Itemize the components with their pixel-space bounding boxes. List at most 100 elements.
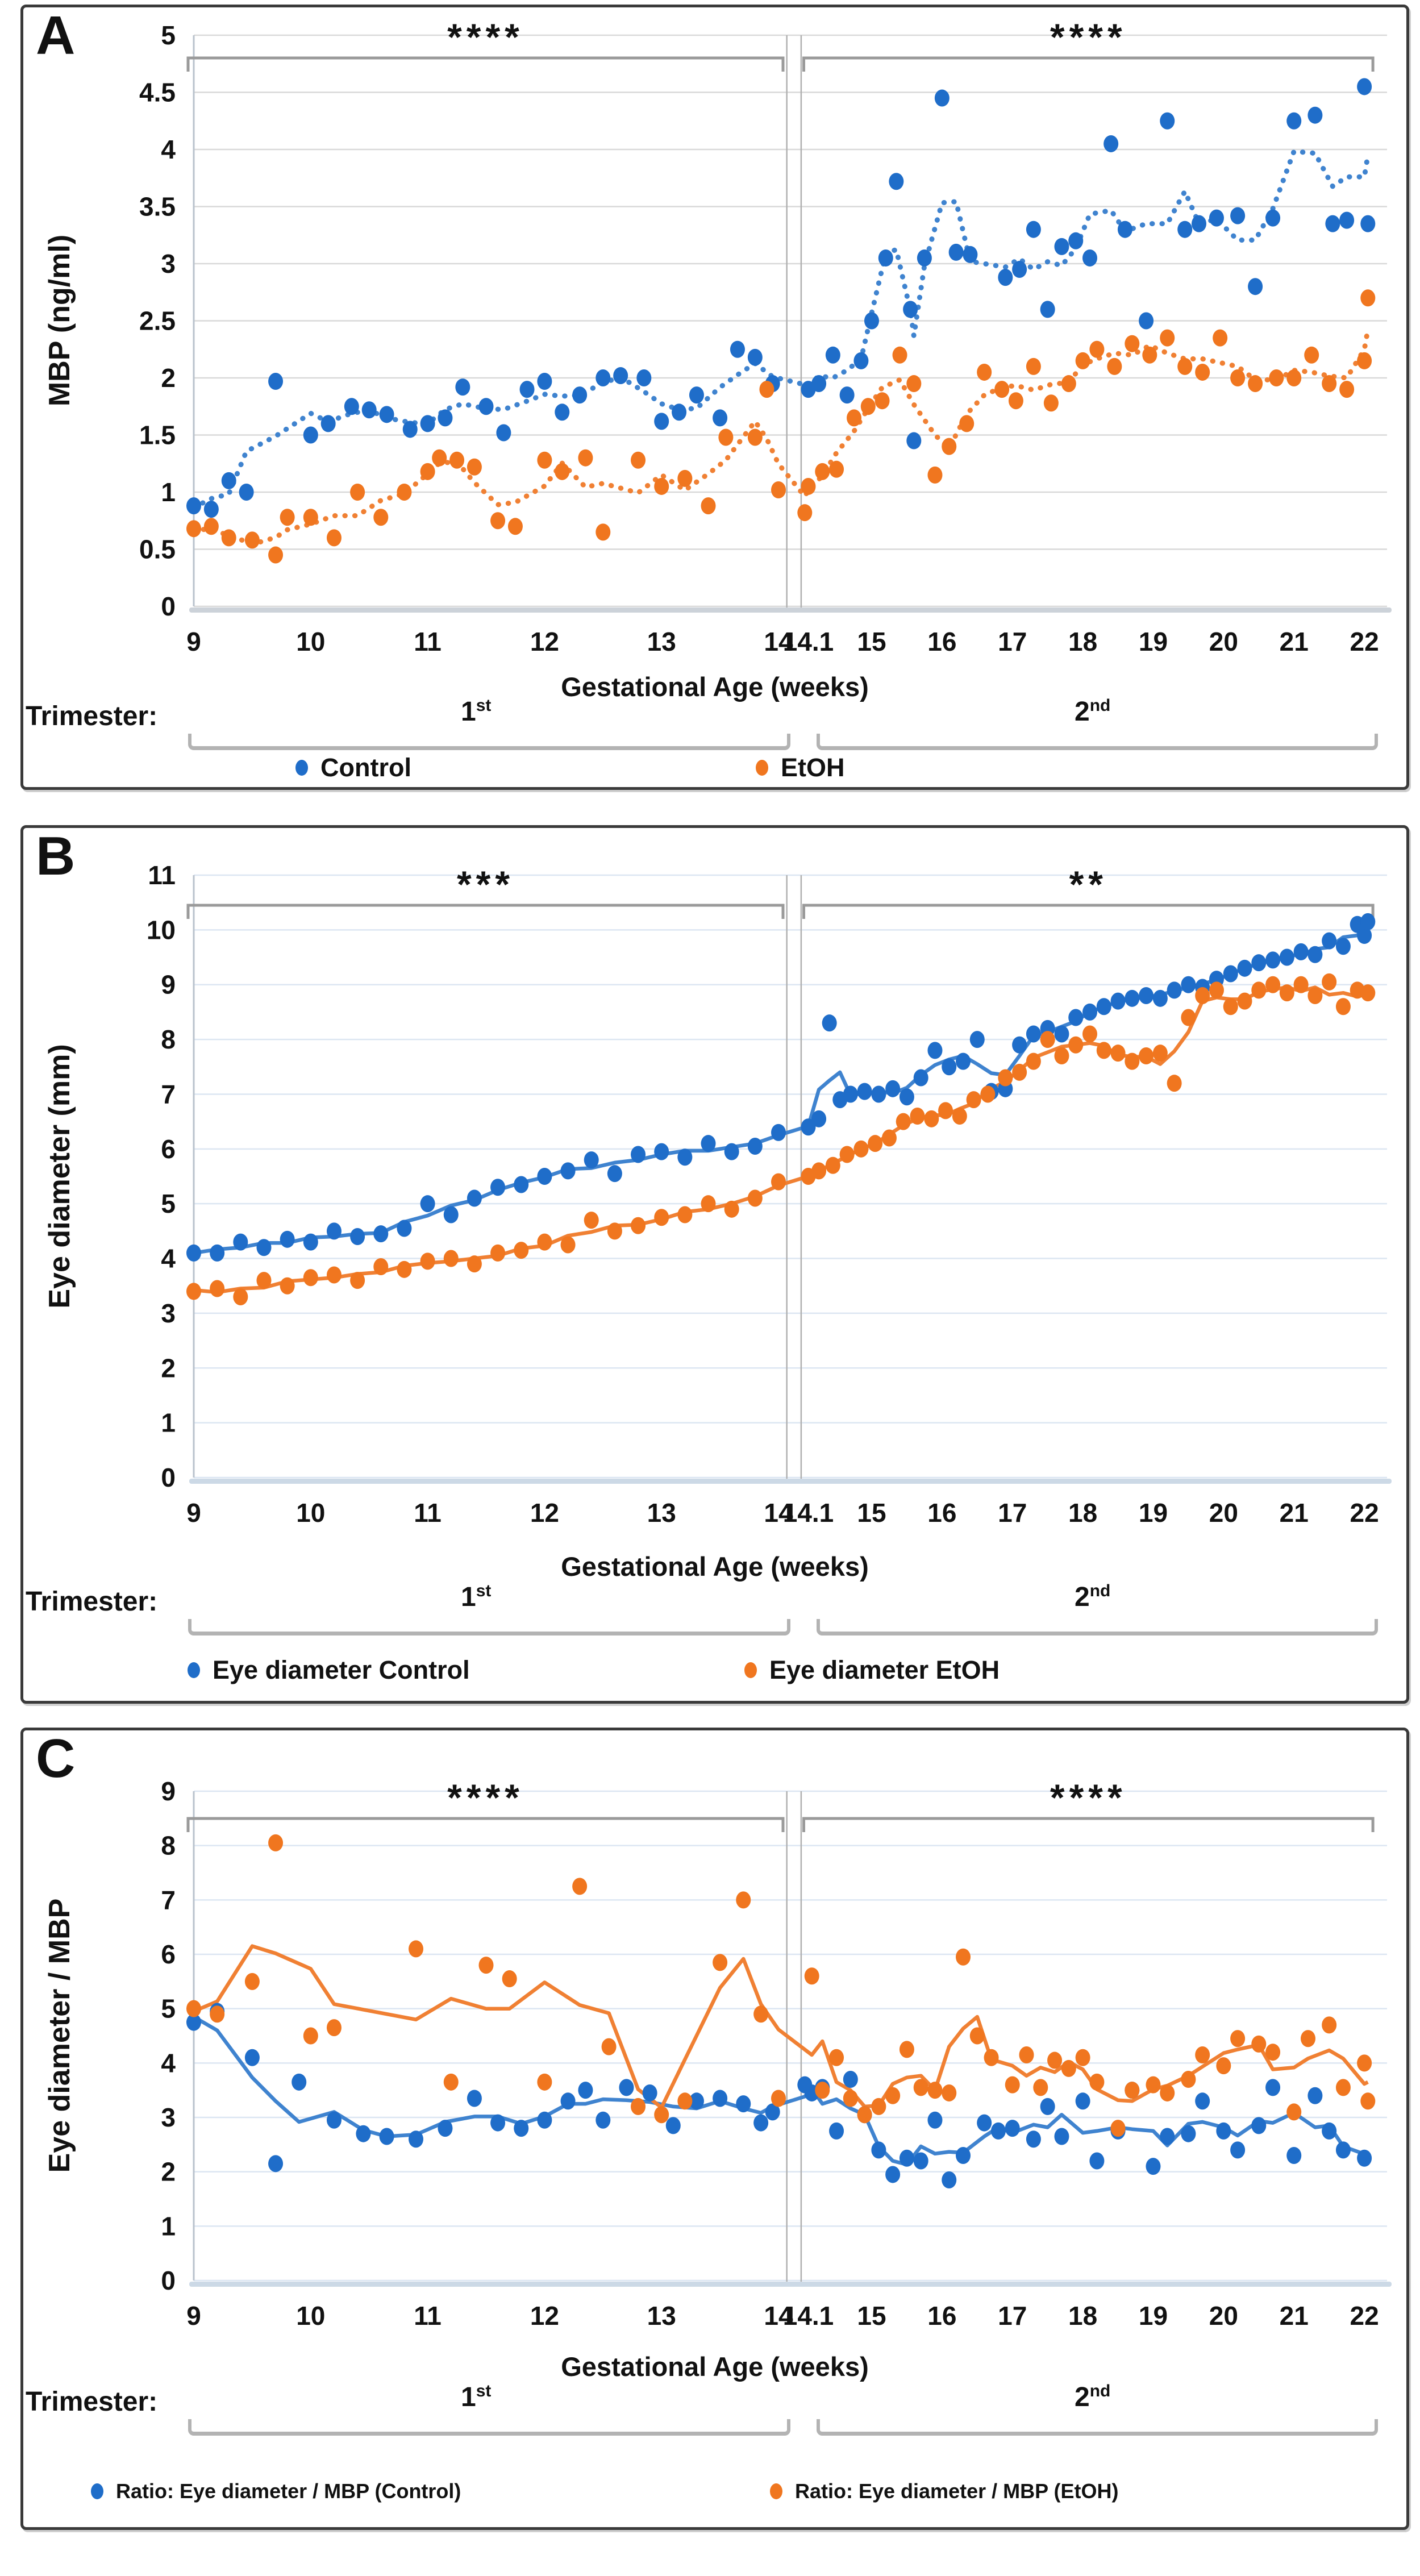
trimester-second-bracket <box>817 734 1378 750</box>
panel-c-letter: C <box>36 1728 76 1789</box>
svg-text:17: 17 <box>998 1498 1027 1528</box>
svg-text:2: 2 <box>161 2157 176 2187</box>
svg-text:20: 20 <box>1209 1498 1238 1528</box>
svg-text:19: 19 <box>1139 2301 1168 2331</box>
svg-text:7: 7 <box>161 1885 176 1915</box>
legend-item-etoh: EtOH <box>756 753 845 783</box>
svg-text:14.1: 14.1 <box>783 627 834 656</box>
svg-text:1: 1 <box>161 1408 176 1438</box>
svg-text:9: 9 <box>186 627 201 656</box>
svg-text:9: 9 <box>161 1776 176 1806</box>
svg-text:4: 4 <box>161 2048 176 2078</box>
svg-text:****: **** <box>447 1776 524 1818</box>
trimester-first-bracket <box>188 734 790 750</box>
svg-text:3: 3 <box>161 2103 176 2132</box>
svg-text:11: 11 <box>414 2301 442 2331</box>
svg-text:13: 13 <box>647 1498 676 1528</box>
legend-item-eye-diameter-etoh: Eye diameter EtOH <box>744 1655 1000 1685</box>
panel-a-trimester-row: Trimester: 1st 2nd <box>23 696 1406 759</box>
svg-text:10: 10 <box>296 2301 325 2331</box>
svg-text:16: 16 <box>927 627 956 656</box>
svg-text:1: 1 <box>161 2211 176 2241</box>
svg-text:22: 22 <box>1350 627 1379 656</box>
svg-text:10: 10 <box>296 1498 325 1528</box>
svg-text:10: 10 <box>296 627 325 656</box>
trimester-label: Trimester: <box>26 1587 158 1617</box>
svg-text:5: 5 <box>161 1189 176 1218</box>
trimester-first-label: 1st <box>461 1582 492 1612</box>
svg-text:9: 9 <box>186 1498 201 1528</box>
svg-text:11: 11 <box>414 627 442 656</box>
panel-c: C Eye diameter / MBP 0 1 2 3 4 5 6 7 8 9 **** **** 9… <box>20 1728 1409 2530</box>
svg-text:3.5: 3.5 <box>139 192 176 222</box>
panel-c-legend: Ratio: Eye diameter / MBP (Control) Rati… <box>23 2479 1406 2513</box>
panel-a-x-axis-label: Gestational Age (weeks) <box>561 672 869 702</box>
svg-text:0: 0 <box>161 1463 176 1492</box>
svg-text:8: 8 <box>161 1025 176 1054</box>
svg-text:9: 9 <box>186 2301 201 2331</box>
svg-text:2: 2 <box>161 363 176 393</box>
legend-item-control: Control <box>295 753 411 783</box>
trimester-second-label: 2nd <box>1075 2382 1111 2412</box>
svg-text:12: 12 <box>530 627 559 656</box>
svg-text:0.5: 0.5 <box>139 535 176 564</box>
svg-text:18: 18 <box>1068 2301 1097 2331</box>
svg-text:21: 21 <box>1280 1498 1309 1528</box>
svg-text:12: 12 <box>530 2301 559 2331</box>
svg-text:14: 14 <box>764 1498 793 1528</box>
trimester-second-label: 2nd <box>1075 1582 1111 1612</box>
svg-text:4: 4 <box>161 1244 176 1274</box>
svg-text:10: 10 <box>147 915 176 944</box>
control-dot-icon <box>295 760 308 776</box>
control-dot-icon <box>91 2483 103 2499</box>
svg-text:15: 15 <box>857 1498 886 1528</box>
svg-text:3: 3 <box>161 249 176 278</box>
legend-item-ratio-etoh: Ratio: Eye diameter / MBP (EtOH) <box>770 2479 1118 2503</box>
panel-c-x-axis-label: Gestational Age (weeks) <box>561 2352 869 2382</box>
svg-text:5: 5 <box>161 20 176 50</box>
svg-text:11: 11 <box>414 1498 442 1528</box>
svg-text:17: 17 <box>998 627 1027 656</box>
panel-b-trimester-row: Trimester: 1st 2nd <box>23 1582 1406 1644</box>
svg-text:14.1: 14.1 <box>783 2301 834 2331</box>
trimester-first-label: 1st <box>461 2382 492 2412</box>
panel-b: B Eye diameter (mm) 0 1 2 3 4 5 6 7 8 9 10 11 *** ** 9… <box>20 825 1409 1704</box>
trimester-second-bracket <box>817 1619 1378 1636</box>
trimester-first-bracket <box>188 2419 790 2436</box>
svg-text:1: 1 <box>161 477 176 507</box>
svg-text:22: 22 <box>1350 2301 1379 2331</box>
panel-b-x-axis-label: Gestational Age (weeks) <box>561 1551 869 1582</box>
svg-text:0: 0 <box>161 592 176 621</box>
svg-text:3: 3 <box>161 1299 176 1328</box>
legend-item-eye-diameter-control: Eye diameter Control <box>188 1655 470 1685</box>
svg-text:14: 14 <box>764 2301 793 2331</box>
svg-text:5: 5 <box>161 1994 176 2024</box>
panel-a-legend: Control EtOH <box>23 753 1406 787</box>
etoh-dot-icon <box>770 2483 782 2499</box>
panel-a: A MBP (ng/ml) 0 0.5 1 1.5 2 2.5 3 3.5 4 4.5 5 **** *… <box>20 5 1409 790</box>
panel-b-letter: B <box>36 826 76 887</box>
etoh-dot-icon <box>756 760 768 776</box>
svg-text:19: 19 <box>1139 1498 1168 1528</box>
svg-text:8: 8 <box>161 1831 176 1861</box>
svg-text:***: *** <box>457 863 514 905</box>
svg-text:22: 22 <box>1350 1498 1379 1528</box>
trimester-first-bracket <box>188 1619 790 1636</box>
svg-text:15: 15 <box>857 627 886 656</box>
svg-text:1.5: 1.5 <box>139 421 176 450</box>
svg-text:20: 20 <box>1209 2301 1238 2331</box>
trimester-first-label: 1st <box>461 696 492 727</box>
svg-text:2.5: 2.5 <box>139 306 176 336</box>
svg-text:****: **** <box>1050 1776 1127 1818</box>
panel-c-trimester-row: Trimester: 1st 2nd <box>23 2382 1406 2444</box>
svg-text:13: 13 <box>647 627 676 656</box>
svg-text:15: 15 <box>857 2301 886 2331</box>
svg-text:18: 18 <box>1068 1498 1097 1528</box>
svg-text:0: 0 <box>161 2266 176 2295</box>
svg-text:**: ** <box>1069 863 1107 905</box>
svg-text:16: 16 <box>927 1498 956 1528</box>
panel-b-legend: Eye diameter Control Eye diameter EtOH <box>23 1655 1406 1689</box>
